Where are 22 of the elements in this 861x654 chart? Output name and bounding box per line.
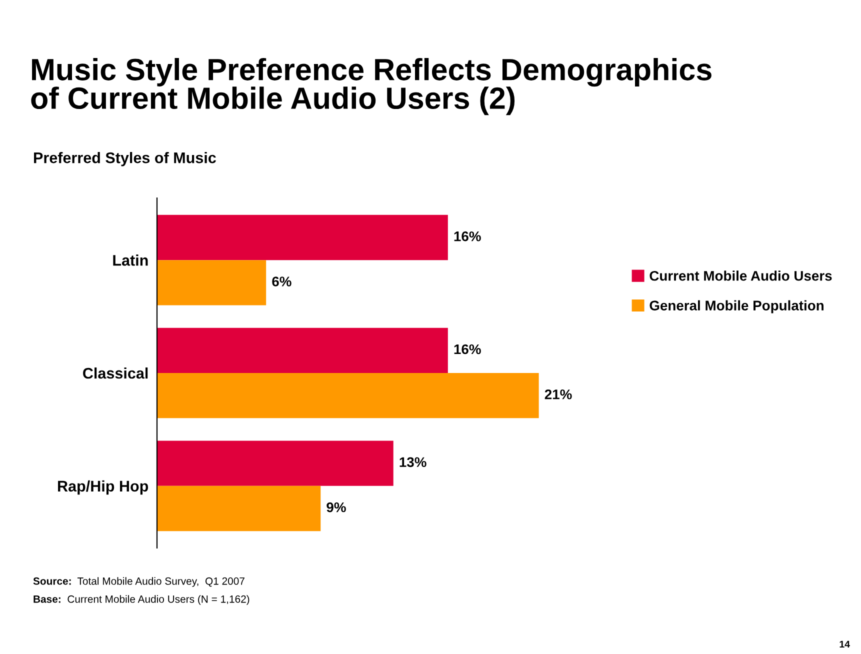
legend-label: General Mobile Population <box>650 300 824 314</box>
bar <box>157 486 321 532</box>
bar <box>157 328 448 373</box>
legend-label: Current Mobile Audio Users <box>650 270 832 281</box>
bar <box>157 214 448 260</box>
chart-subtitle: Preferred Styles of Music <box>34 152 216 166</box>
source-note: Source: Total Mobile Audio Survey, Q1 2007 <box>33 577 244 587</box>
data-label: 6% <box>272 276 292 286</box>
y-tick-label: Latin <box>113 254 148 266</box>
data-label: 16% <box>454 344 481 354</box>
bar <box>157 373 539 418</box>
y-tick-label: Rap/Hip Hop <box>58 480 148 495</box>
text: Base: Current Mobile Audio Users (N = 1,162) <box>34 595 250 605</box>
chart-title: Music Style Preference Reflects Demographics of Current Mobile Audio Users (2) <box>31 58 712 116</box>
data-label: 21% <box>544 389 572 400</box>
data-label: 9% <box>326 502 346 512</box>
text: 14 <box>840 640 850 648</box>
data-label: 16% <box>454 231 481 242</box>
bar <box>157 440 394 486</box>
y-tick-label: Classical <box>83 367 148 379</box>
data-label: 13% <box>400 457 426 468</box>
bar <box>157 260 266 306</box>
